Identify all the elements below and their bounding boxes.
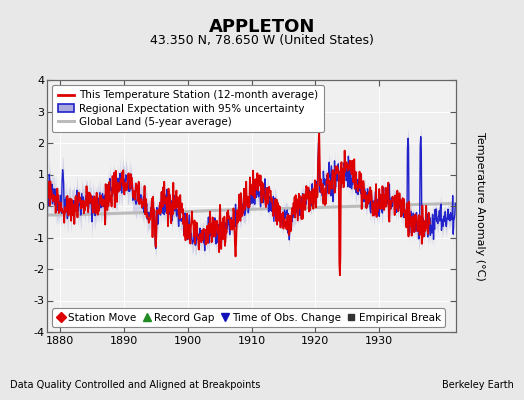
Text: 43.350 N, 78.650 W (United States): 43.350 N, 78.650 W (United States) [150,34,374,47]
Legend: Station Move, Record Gap, Time of Obs. Change, Empirical Break: Station Move, Record Gap, Time of Obs. C… [52,308,445,327]
Y-axis label: Temperature Anomaly (°C): Temperature Anomaly (°C) [475,132,485,280]
Text: Berkeley Earth: Berkeley Earth [442,380,514,390]
Text: APPLETON: APPLETON [209,18,315,36]
Text: Data Quality Controlled and Aligned at Breakpoints: Data Quality Controlled and Aligned at B… [10,380,261,390]
